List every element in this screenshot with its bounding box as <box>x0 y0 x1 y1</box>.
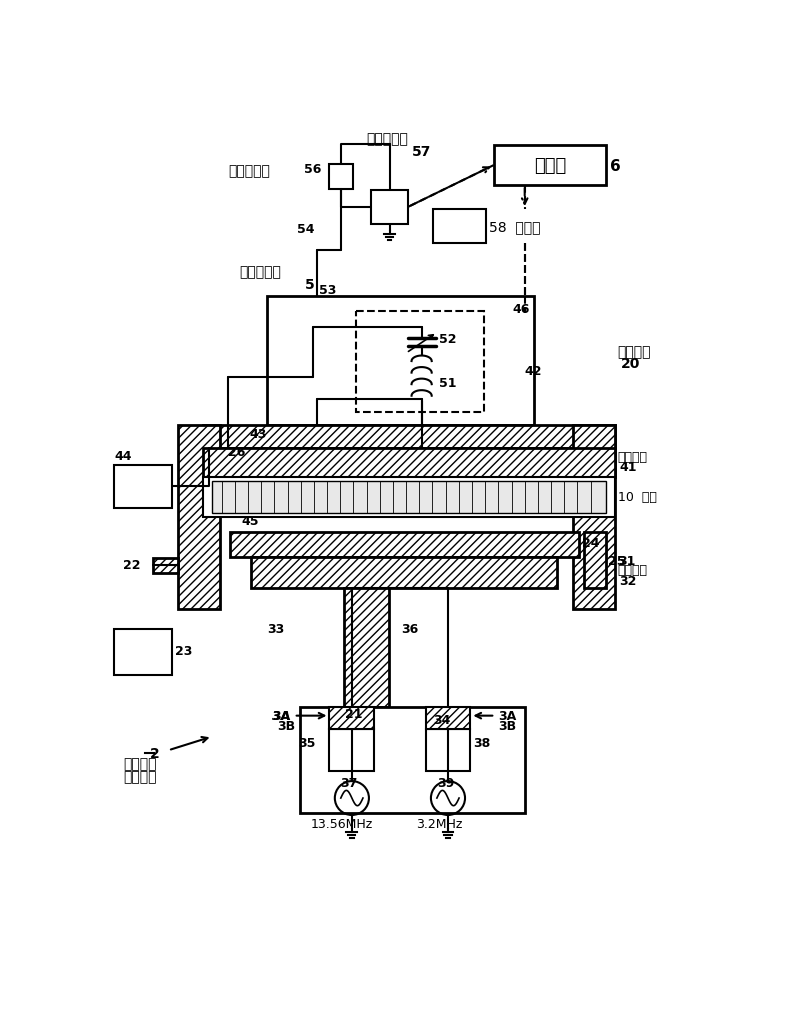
Bar <box>573 426 615 610</box>
Text: 22: 22 <box>123 559 140 571</box>
Text: 34: 34 <box>434 714 450 726</box>
Bar <box>426 708 470 729</box>
Text: 56: 56 <box>304 163 322 176</box>
Bar <box>266 296 534 426</box>
Text: 33: 33 <box>267 623 285 636</box>
Text: 3A: 3A <box>272 710 290 723</box>
Bar <box>230 533 579 557</box>
Text: 上部电极: 上部电极 <box>618 450 648 463</box>
Text: 等离子体: 等离子体 <box>123 756 157 770</box>
Text: 31: 31 <box>618 555 635 568</box>
Text: 24: 24 <box>582 537 599 549</box>
Text: 42: 42 <box>525 365 542 378</box>
Text: 23: 23 <box>175 644 193 657</box>
Text: 44: 44 <box>114 450 131 463</box>
Bar <box>153 558 178 573</box>
Bar <box>584 533 606 588</box>
Text: 53: 53 <box>318 284 336 296</box>
Bar <box>426 729 470 771</box>
Text: 57: 57 <box>412 145 431 159</box>
Bar <box>330 729 374 771</box>
Text: 带通滤波器: 带通滤波器 <box>228 164 270 178</box>
Text: 10  基板: 10 基板 <box>618 490 657 503</box>
Bar <box>114 629 172 675</box>
Text: 37: 37 <box>340 776 358 790</box>
Bar <box>203 448 615 477</box>
Text: 处理容器: 处理容器 <box>618 345 651 359</box>
Text: 蚀刻装置: 蚀刻装置 <box>123 769 157 784</box>
Text: 35: 35 <box>298 736 315 749</box>
Text: 58  电动机: 58 电动机 <box>489 219 541 234</box>
Text: 3A: 3A <box>272 710 290 723</box>
Bar <box>356 312 484 412</box>
Text: 52: 52 <box>438 333 456 346</box>
Bar <box>494 146 606 186</box>
Text: 20: 20 <box>621 357 640 371</box>
Bar <box>329 165 354 190</box>
Text: 6: 6 <box>610 159 621 174</box>
Text: 2: 2 <box>150 747 159 760</box>
Text: 41: 41 <box>619 461 637 474</box>
Text: 32: 32 <box>619 575 637 587</box>
Text: 3.2MHz: 3.2MHz <box>416 817 462 830</box>
Bar <box>371 190 409 224</box>
Text: 3B: 3B <box>498 720 517 732</box>
Text: 3B: 3B <box>277 720 295 732</box>
Text: 21: 21 <box>346 707 363 720</box>
Bar <box>434 210 486 244</box>
Text: 13.56MHz: 13.56MHz <box>310 817 373 830</box>
Bar <box>212 481 606 514</box>
Text: 45: 45 <box>242 515 259 528</box>
Text: 25: 25 <box>609 555 626 568</box>
Text: 46: 46 <box>513 303 530 315</box>
Bar <box>203 477 615 518</box>
Text: 36: 36 <box>401 623 418 636</box>
Text: 5: 5 <box>306 277 315 291</box>
Text: 下部电极: 下部电极 <box>618 563 648 576</box>
Text: 51: 51 <box>438 376 456 389</box>
Text: 38: 38 <box>474 736 491 749</box>
Bar <box>300 708 525 814</box>
Bar <box>330 708 374 729</box>
Text: 39: 39 <box>437 776 454 790</box>
Text: 阻抗调整部: 阻抗调整部 <box>239 265 282 279</box>
Text: 43: 43 <box>250 428 267 441</box>
Bar <box>203 426 615 448</box>
Bar <box>251 557 558 588</box>
Text: 控制部: 控制部 <box>534 157 566 175</box>
Text: 电压测定部: 电压测定部 <box>366 132 408 146</box>
Text: 3A: 3A <box>498 710 517 723</box>
Bar <box>178 426 220 610</box>
Bar <box>114 466 172 509</box>
Text: 26: 26 <box>228 446 246 459</box>
Text: 54: 54 <box>297 222 314 236</box>
Bar <box>344 588 389 708</box>
